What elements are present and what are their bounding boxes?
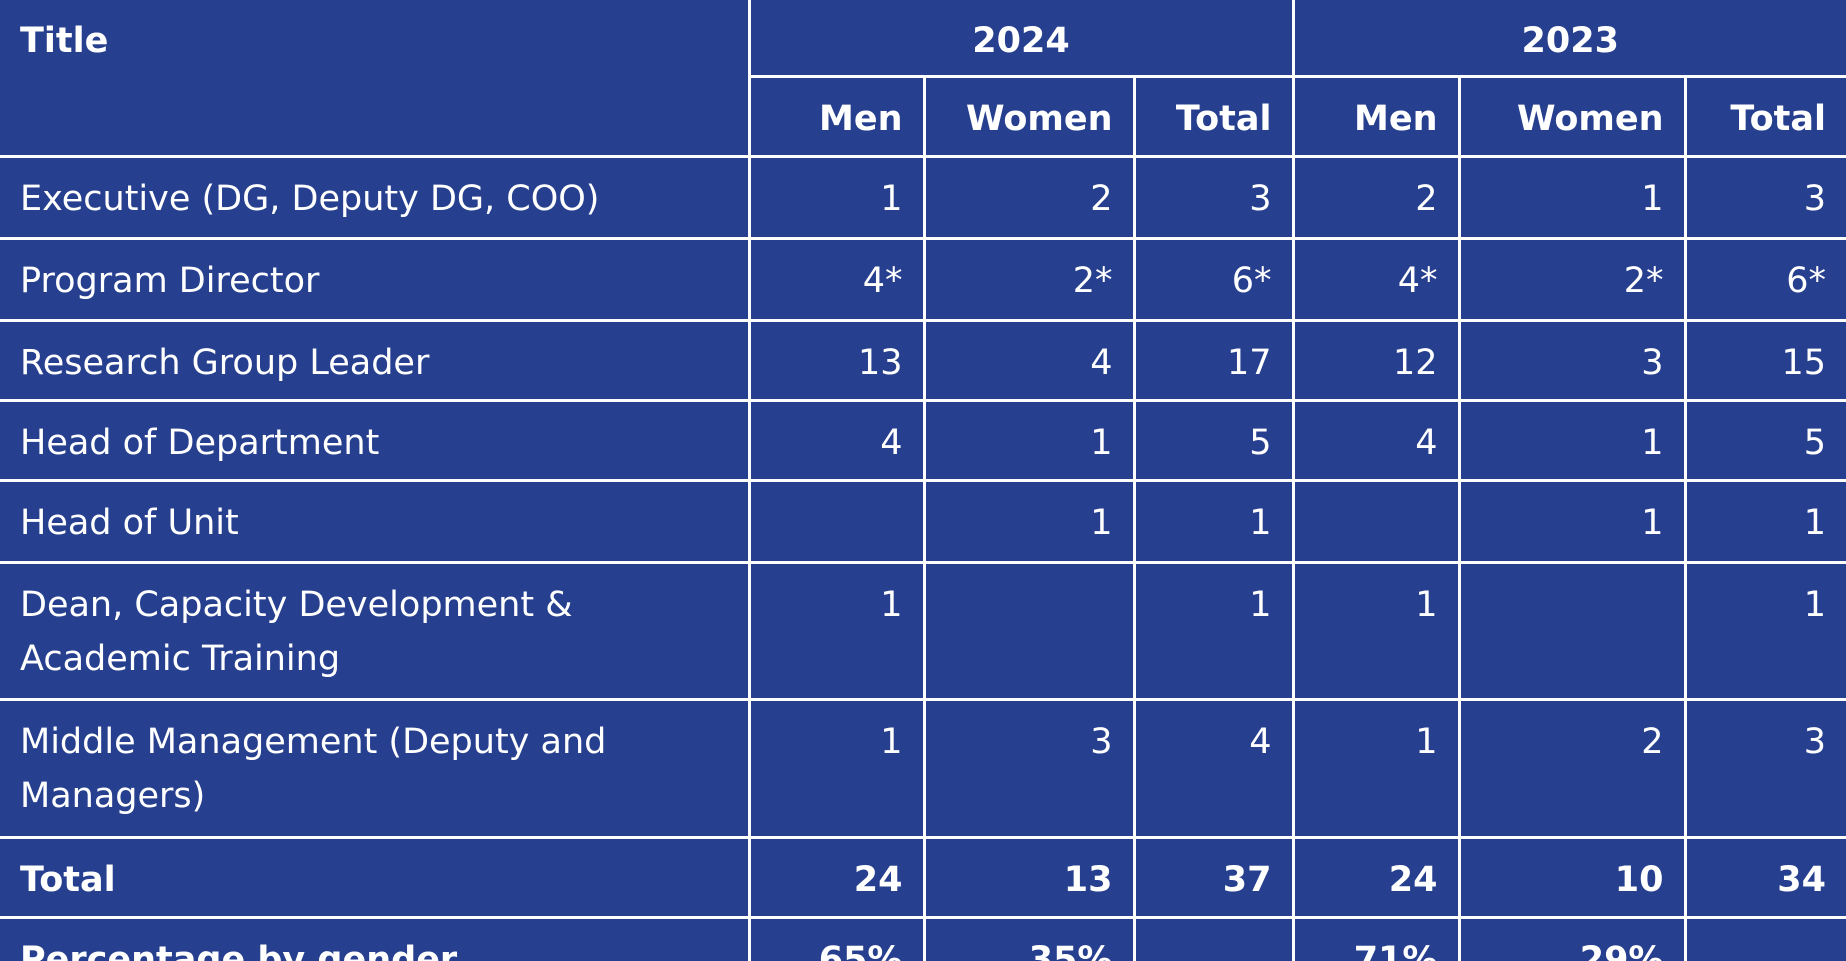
data-cell: 13 [925,838,1133,916]
data-cell: 1 [1460,481,1684,561]
data-cell: 1 [1686,481,1846,561]
data-cell: 1 [750,157,923,237]
data-cell: 1 [925,481,1133,561]
data-cell: 2 [925,157,1133,237]
column-header: Total [1686,77,1846,155]
data-cell: 17 [1135,321,1292,399]
column-header: Men [750,77,923,155]
row-label: Percentage by gender [0,918,748,961]
data-cell: 37 [1135,838,1292,916]
data-cell: 4 [750,401,923,479]
data-cell: 4* [1294,239,1458,319]
data-cell [750,481,923,561]
data-cell: 1 [1460,157,1684,237]
data-cell: 65% [750,918,923,961]
data-cell: 1 [925,401,1133,479]
data-cell: 24 [1294,838,1458,916]
data-cell: 2 [1294,157,1458,237]
data-cell: 71% [1294,918,1458,961]
data-cell: 2* [925,239,1133,319]
data-cell: 1 [1686,563,1846,698]
data-cell: 4 [925,321,1133,399]
column-header: Women [1460,77,1684,155]
data-cell: 1 [1135,563,1292,698]
data-cell: 3 [1686,157,1846,237]
data-cell: 3 [1460,321,1684,399]
data-cell: 29% [1460,918,1684,961]
data-cell: 3 [1686,700,1846,836]
data-cell: 3 [1135,157,1292,237]
data-cell: 1 [1294,563,1458,698]
data-cell: 4* [750,239,923,319]
data-cell: 2 [1460,700,1684,836]
data-cell: 2* [1460,239,1684,319]
data-cell: 13 [750,321,923,399]
column-header: Women [925,77,1133,155]
year-header: 2024 [750,0,1292,75]
column-header: Total [1135,77,1292,155]
row-label: Research Group Leader [0,321,748,399]
data-cell: 1 [1294,700,1458,836]
data-cell: 5 [1135,401,1292,479]
data-cell: 1 [1460,401,1684,479]
row-label: Total [0,838,748,916]
data-cell: 4 [1135,700,1292,836]
header-cell: Title [0,0,748,155]
data-cell: 34 [1686,838,1846,916]
data-cell: 10 [1460,838,1684,916]
column-header: Men [1294,77,1458,155]
row-label: Program Director [0,239,748,319]
year-header: 2023 [1294,0,1846,75]
data-cell: 1 [750,563,923,698]
data-cell [1460,563,1684,698]
row-label: Dean, Capacity Development & Academic Tr… [0,563,748,698]
data-cell: 3 [925,700,1133,836]
data-cell: 15 [1686,321,1846,399]
data-cell: 5 [1686,401,1846,479]
row-label: Head of Unit [0,481,748,561]
data-cell: 24 [750,838,923,916]
data-cell [1686,918,1846,961]
data-cell: 1 [750,700,923,836]
data-cell: 6* [1686,239,1846,319]
data-cell [1135,918,1292,961]
row-label: Head of Department [0,401,748,479]
data-cell: 12 [1294,321,1458,399]
data-cell: 1 [1135,481,1292,561]
data-cell: 35% [925,918,1133,961]
data-cell: 6* [1135,239,1292,319]
row-label: Executive (DG, Deputy DG, COO) [0,157,748,237]
data-cell: 4 [1294,401,1458,479]
data-cell [925,563,1133,698]
data-cell [1294,481,1458,561]
row-label: Middle Management (Deputy and Managers) [0,700,748,836]
